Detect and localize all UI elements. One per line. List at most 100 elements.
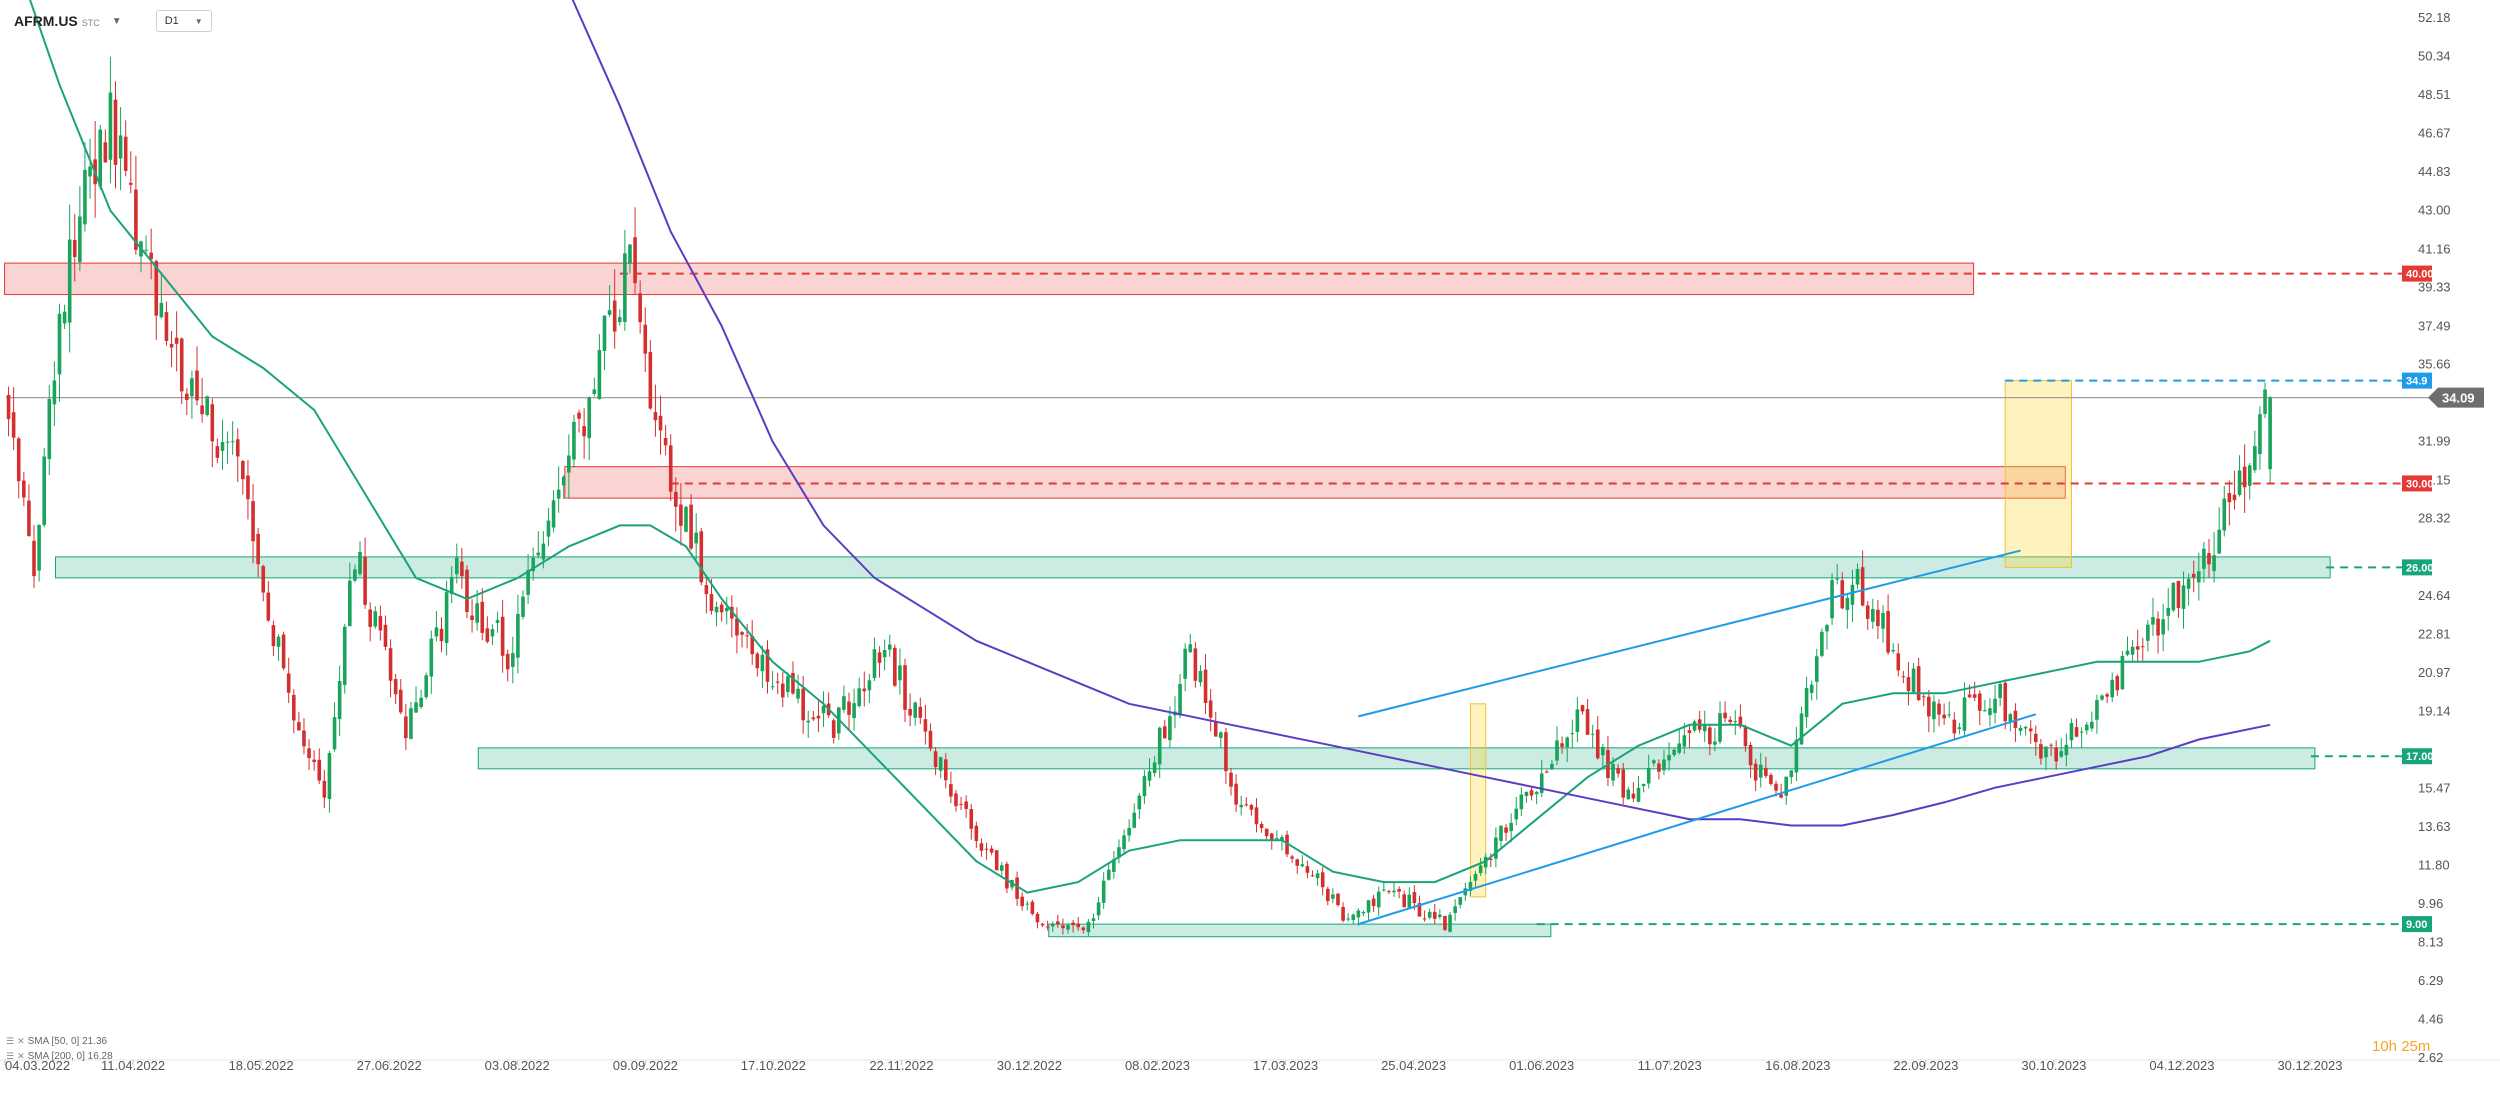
candle-body: [1825, 624, 1829, 632]
candle-body: [689, 504, 693, 549]
candle-body: [1952, 719, 1957, 734]
candle-body: [2013, 710, 2018, 729]
candle-body: [32, 540, 36, 577]
close-icon[interactable]: ✕: [17, 1051, 25, 1061]
timeframe-select[interactable]: D1 ▼: [155, 10, 212, 32]
candle-body: [1422, 918, 1427, 920]
candle-body: [1188, 644, 1193, 653]
candle-body: [2202, 548, 2206, 569]
candle-body: [2176, 580, 2181, 608]
candle-body: [404, 716, 408, 739]
candles: [6, 56, 2272, 937]
candle-body: [1015, 877, 1019, 899]
candle-body: [633, 237, 637, 284]
candle-body: [2156, 618, 2160, 636]
candle-body: [1458, 897, 1463, 905]
candle-body: [1366, 900, 1371, 913]
candle-body: [663, 437, 668, 446]
candle-body: [11, 412, 16, 438]
settings-icon[interactable]: ☰: [6, 1036, 15, 1046]
candle-body: [2059, 751, 2064, 757]
x-tick-label: 17.10.2022: [741, 1058, 806, 1073]
y-tick-label: 46.67: [2418, 126, 2451, 141]
candle-body: [1030, 901, 1035, 914]
x-tick-label: 25.04.2023: [1381, 1058, 1446, 1073]
candle-body: [1967, 694, 1972, 698]
candle-body: [526, 570, 530, 595]
candle-body: [1672, 749, 1676, 756]
symbol-dropdown-icon[interactable]: ▼: [111, 15, 122, 27]
candle-body: [1509, 822, 1513, 832]
candle-body: [261, 566, 266, 593]
candle-body: [740, 632, 744, 635]
candle-body: [1738, 716, 1743, 727]
candle-body: [1387, 891, 1391, 893]
candle-body: [241, 461, 245, 480]
candle-body: [103, 142, 108, 163]
candle-body: [1590, 733, 1595, 735]
candle-body: [1636, 787, 1641, 802]
candle-body: [592, 389, 597, 394]
symbol-name[interactable]: AFRM.US: [14, 13, 78, 29]
candle-body: [1325, 888, 1330, 902]
candle-body: [1789, 770, 1794, 778]
candle-body: [1310, 875, 1315, 877]
candle-body: [1224, 732, 1228, 772]
candle-body: [271, 625, 276, 647]
candle-body: [2222, 498, 2227, 531]
candle-body: [1331, 894, 1335, 899]
candle-body: [164, 312, 169, 341]
indicator-sma200[interactable]: ☰ ✕ SMA [200, 0] 16.28: [6, 1049, 113, 1064]
candle-body: [1178, 684, 1182, 716]
candle-body: [1086, 921, 1091, 933]
candle-body: [1855, 569, 1860, 585]
candle-body: [1412, 892, 1417, 904]
candle-body: [1723, 712, 1727, 719]
x-tick-label: 16.08.2023: [1765, 1058, 1830, 1073]
candle-body: [872, 649, 877, 679]
candle-body: [1193, 648, 1198, 681]
candle-body: [1112, 859, 1116, 872]
candle-body: [1626, 789, 1631, 800]
close-icon[interactable]: ✕: [17, 1036, 25, 1046]
candle-body: [1249, 805, 1254, 810]
y-tick-label: 20.97: [2418, 665, 2451, 680]
candle-body: [302, 730, 306, 747]
candle-body: [42, 456, 47, 526]
candle-body: [1285, 834, 1289, 855]
candle-body: [200, 405, 204, 415]
level-zone: [564, 466, 2066, 499]
y-tick-label: 28.32: [2418, 511, 2451, 526]
candle-body: [643, 324, 648, 354]
level-zone: [1048, 923, 1552, 938]
candle-body: [943, 759, 948, 781]
candle-body: [113, 99, 118, 165]
candle-body: [1254, 807, 1259, 825]
indicator-sma50[interactable]: ☰ ✕ SMA [50, 0] 21.36: [6, 1034, 113, 1049]
candle-body: [1886, 610, 1890, 653]
candle-body: [2227, 493, 2232, 503]
candle-body: [1631, 793, 1636, 799]
candle-body: [470, 615, 474, 621]
candle-body: [1845, 597, 1850, 611]
candle-body: [297, 722, 301, 731]
candle-body: [1860, 567, 1865, 606]
level-badge-label: 9.00: [2406, 919, 2427, 931]
candle-body: [2268, 397, 2272, 470]
candle-body: [475, 603, 479, 623]
candle-body: [811, 717, 816, 720]
candle-body: [1356, 910, 1361, 918]
x-tick-label: 08.02.2023: [1125, 1058, 1190, 1073]
candle-body: [348, 580, 352, 627]
x-tick-label: 17.03.2023: [1253, 1058, 1318, 1073]
candle-body: [1804, 688, 1809, 718]
candle-body: [1152, 762, 1157, 774]
candle-body: [882, 650, 887, 658]
candle-body: [1315, 873, 1320, 879]
candle-body: [2140, 646, 2145, 648]
candle-body: [2181, 585, 2186, 609]
candle-body: [2242, 466, 2247, 488]
settings-icon[interactable]: ☰: [6, 1051, 15, 1061]
